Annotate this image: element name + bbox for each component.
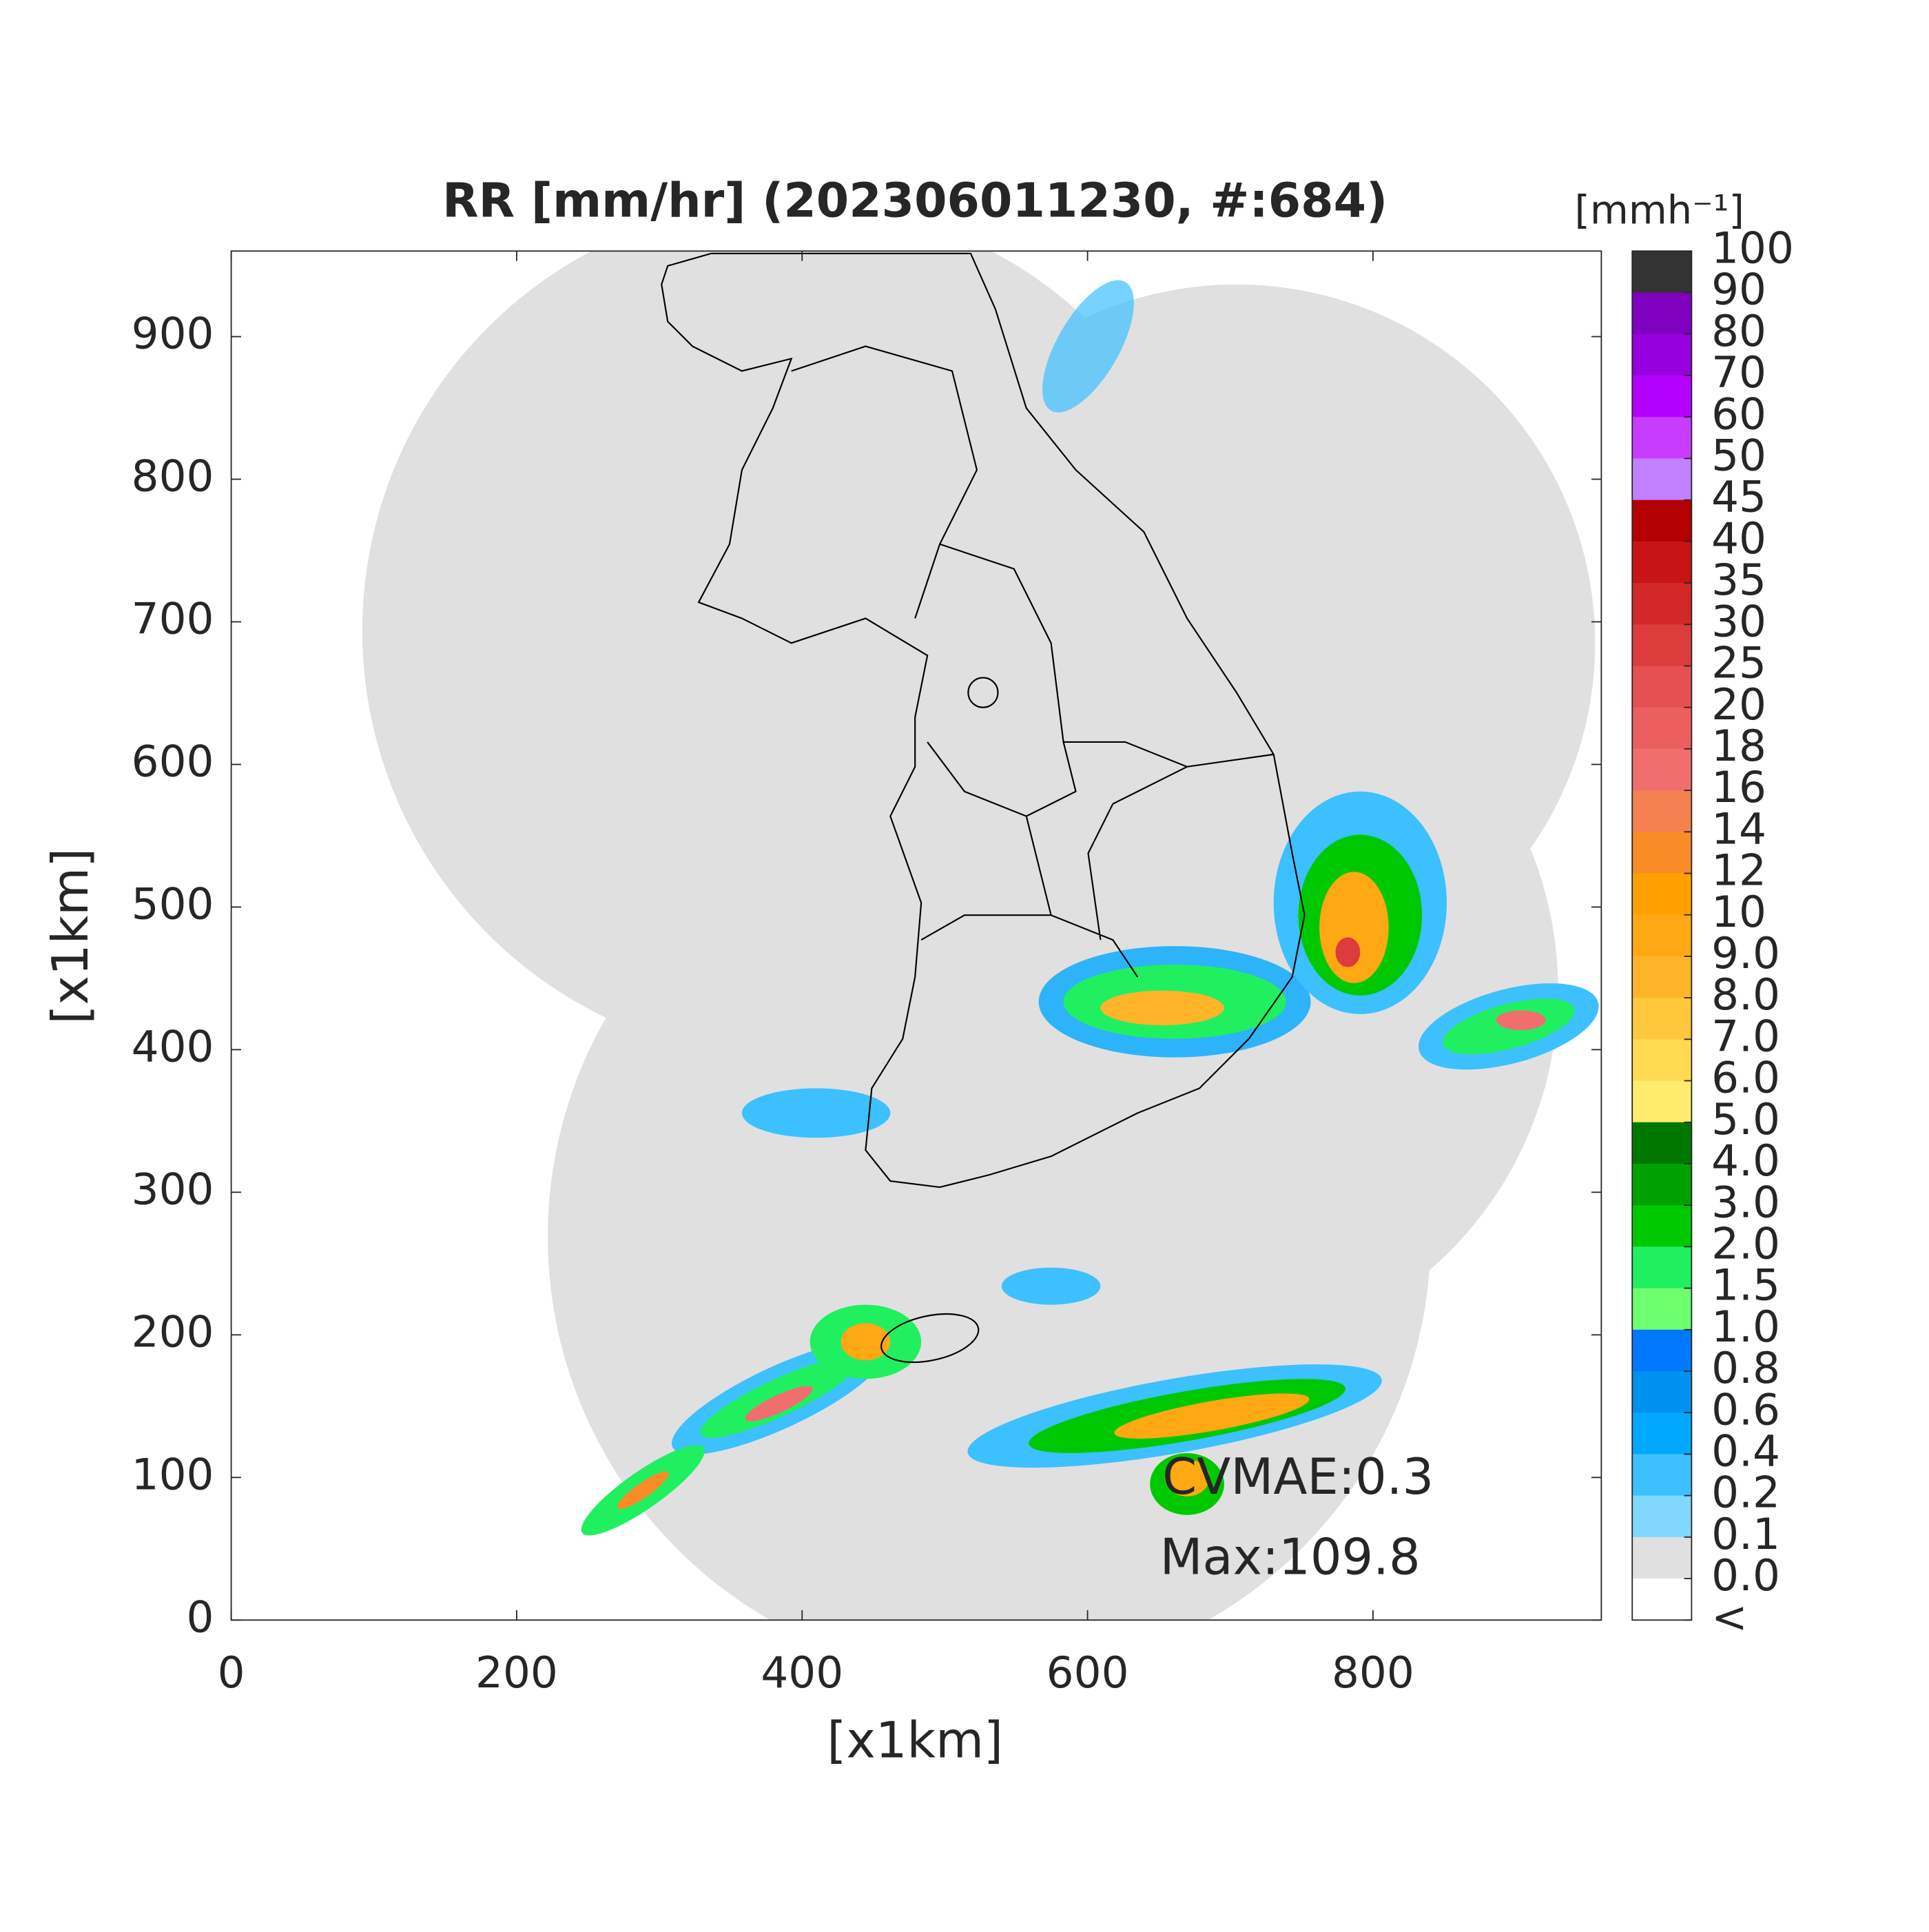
x-axis-label: [x1km] xyxy=(827,1711,1003,1769)
colorbar-label: 30 xyxy=(1711,596,1766,646)
colorbar-label: 2.0 xyxy=(1711,1218,1780,1268)
colorbar-label: 14 xyxy=(1711,803,1766,854)
colorbar-bin xyxy=(1632,1579,1692,1621)
title: RR [mm/hr] (202306011230, #:684) xyxy=(442,174,1388,229)
colorbar-bin xyxy=(1632,1080,1692,1123)
colorbar-label: 0.6 xyxy=(1711,1384,1780,1435)
colorbar-label: 8.0 xyxy=(1711,969,1780,1020)
colorbar-label: 60 xyxy=(1711,389,1766,439)
colorbar-bin xyxy=(1632,541,1692,584)
colorbar-label: 10 xyxy=(1711,887,1766,937)
colorbar-bin xyxy=(1632,458,1692,501)
colorbar-bin xyxy=(1632,1122,1692,1164)
colorbar-bin xyxy=(1632,1454,1692,1497)
colorbar-label: 5.0 xyxy=(1711,1094,1780,1144)
colorbar-label: 0.2 xyxy=(1711,1468,1780,1518)
colorbar-bin xyxy=(1632,998,1692,1040)
colorbar-bin xyxy=(1632,1412,1692,1455)
x-tick-label: 200 xyxy=(475,1647,558,1698)
colorbar-bin xyxy=(1632,707,1692,750)
colorbar-label: 90 xyxy=(1711,265,1766,315)
colorbar-bin xyxy=(1632,666,1692,708)
x-tick-label: 400 xyxy=(761,1647,843,1698)
colorbar-label: < xyxy=(1711,1592,1748,1642)
colorbar-label: 40 xyxy=(1711,513,1766,564)
colorbar-bin xyxy=(1632,583,1692,625)
colorbar-label: 18 xyxy=(1711,721,1766,771)
colorbar-label: 0.1 xyxy=(1711,1509,1780,1559)
y-tick-label: 800 xyxy=(132,451,214,502)
colorbar-bin xyxy=(1632,748,1692,791)
colorbar-label: 0.8 xyxy=(1711,1343,1780,1393)
colorbar-label: 0.4 xyxy=(1711,1426,1780,1477)
colorbar-label: 6.0 xyxy=(1711,1053,1780,1103)
y-tick-label: 500 xyxy=(132,879,214,929)
colorbar-bin xyxy=(1632,500,1692,542)
colorbar-label: 12 xyxy=(1711,845,1766,896)
colorbar-label: 1.0 xyxy=(1711,1302,1780,1352)
colorbar-label: 7.0 xyxy=(1711,1011,1780,1061)
coastline xyxy=(661,252,1306,1364)
colorbar-label: 0.0 xyxy=(1711,1550,1780,1601)
colorbar-label: 25 xyxy=(1711,638,1766,688)
y-tick-label: 700 xyxy=(132,594,214,644)
colorbar-bin xyxy=(1632,1163,1692,1206)
x-tick-label: 600 xyxy=(1046,1647,1129,1698)
colorbar-label: 35 xyxy=(1711,555,1766,605)
precipitation xyxy=(581,280,1599,1536)
colorbar-bin xyxy=(1632,1537,1692,1579)
colorbar-bin xyxy=(1632,417,1692,459)
colorbar-label: 9.0 xyxy=(1711,928,1780,978)
colorbar-label: 3.0 xyxy=(1711,1177,1780,1227)
x-tick-label: 0 xyxy=(218,1647,245,1698)
colorbar-bin xyxy=(1632,1205,1692,1247)
colorbar-bin xyxy=(1632,873,1692,916)
colorbar-bin xyxy=(1632,251,1692,294)
colorbar-label: 70 xyxy=(1711,347,1766,398)
colorbar-label: 4.0 xyxy=(1711,1135,1780,1186)
plot-frame xyxy=(230,250,1602,1621)
colorbar-bin xyxy=(1632,292,1692,335)
y-tick-label: 600 xyxy=(132,737,214,787)
colorbar-label: 50 xyxy=(1711,431,1766,481)
colorbar-bin xyxy=(1632,790,1692,832)
y-tick-label: 400 xyxy=(132,1021,214,1071)
colorbar-bin xyxy=(1632,1039,1692,1082)
colorbar-bin xyxy=(1632,832,1692,874)
colorbar-bin xyxy=(1632,624,1692,666)
colorbar-label: 45 xyxy=(1711,472,1766,522)
y-tick-label: 0 xyxy=(187,1592,214,1642)
x-tick-label: 800 xyxy=(1332,1647,1414,1698)
colorbar-bin xyxy=(1632,1371,1692,1413)
colorbar-bin xyxy=(1632,1329,1692,1372)
colorbar-bin xyxy=(1632,914,1692,957)
colorbar-label: 16 xyxy=(1711,762,1766,812)
colorbar-label: 80 xyxy=(1711,306,1766,356)
colorbar-bin xyxy=(1632,1495,1692,1538)
colorbar-bin xyxy=(1632,1246,1692,1289)
annotation: Max:109.8 xyxy=(1160,1528,1421,1586)
colorbar-label: 1.5 xyxy=(1711,1260,1780,1311)
axes: 0 200 400 600 800 0 100 200 300 400 500 600 700 800 90… xyxy=(132,251,1602,1698)
colorbar-bin xyxy=(1632,1288,1692,1330)
colorbar-frame xyxy=(1631,250,1693,1621)
colorbar-bin xyxy=(1632,375,1692,418)
y-tick-label: 900 xyxy=(132,309,214,359)
y-tick-label: 200 xyxy=(132,1306,214,1357)
colorbar: 100908070605045403530252018161412109.08.… xyxy=(1631,223,1794,1642)
y-axis-label: [x1km] xyxy=(41,848,99,1025)
colorbar-label: 100 xyxy=(1711,223,1794,273)
radar-field xyxy=(362,251,1599,1621)
y-tick-label: 100 xyxy=(132,1449,214,1499)
colorbar-bin xyxy=(1632,956,1692,998)
y-tick-label: 300 xyxy=(132,1164,214,1214)
colorbar-unit: [mmh⁻¹] xyxy=(1575,187,1744,233)
colorbar-bin xyxy=(1632,333,1692,376)
annotation: CVMAE:0.3 xyxy=(1162,1448,1434,1505)
colorbar-label: 20 xyxy=(1711,679,1766,730)
